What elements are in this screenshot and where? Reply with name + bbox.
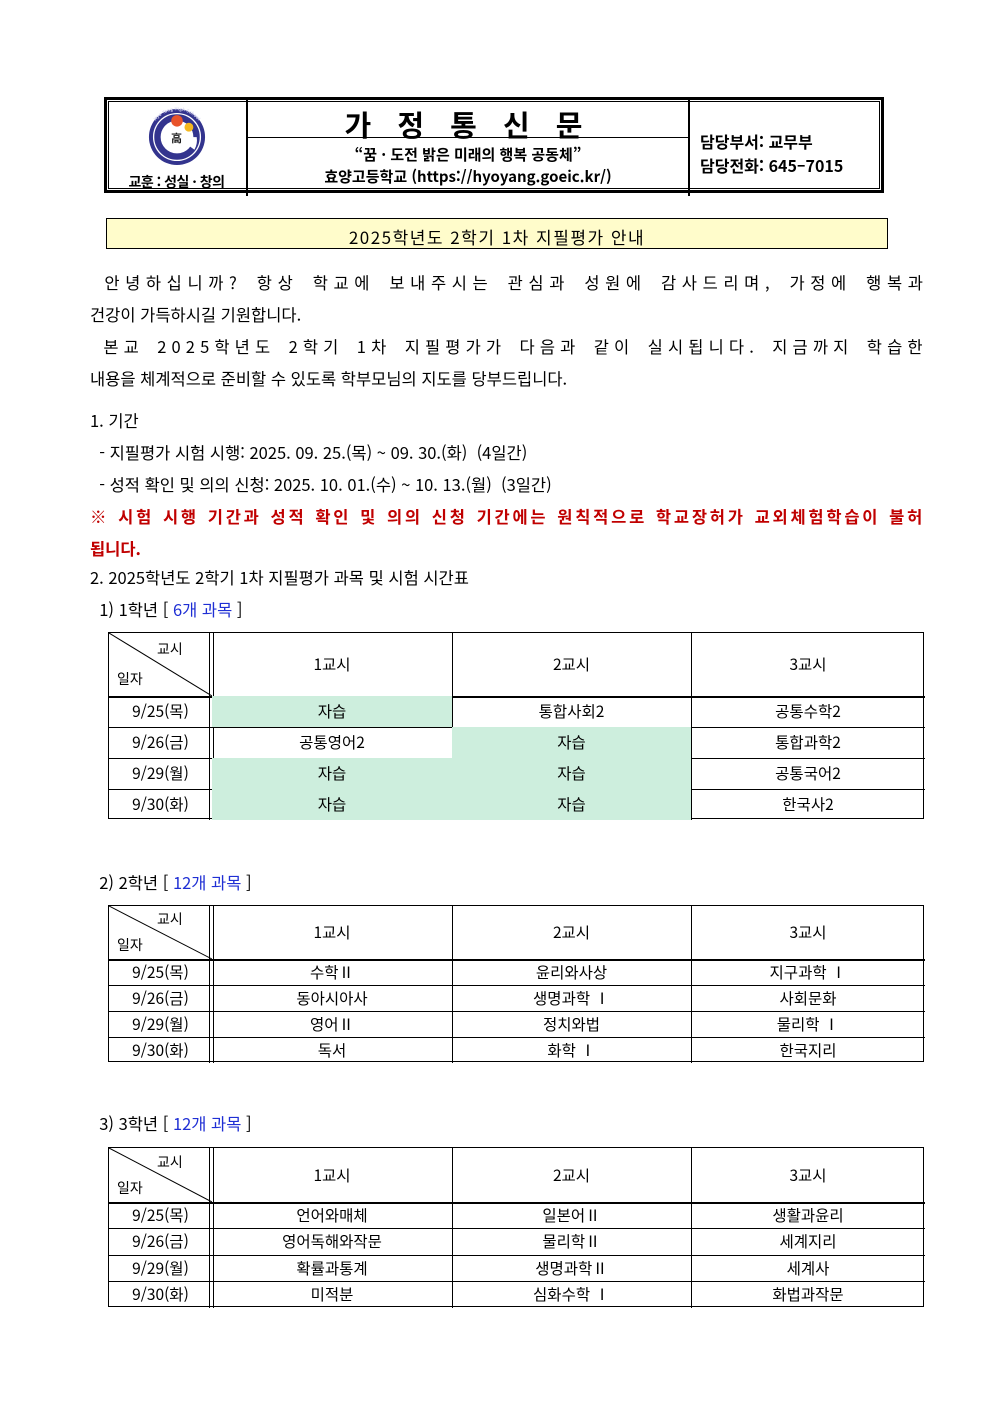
svg-text:高: 高 [171,130,182,146]
